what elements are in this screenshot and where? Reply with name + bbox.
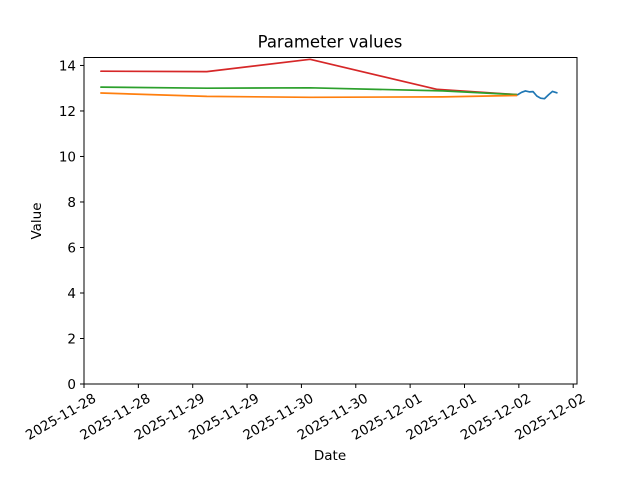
blue-line (516, 90, 558, 100)
x-axis-label: Date (313, 448, 347, 464)
y-tick-label: 8 (67, 195, 76, 211)
y-tick-label: 12 (59, 104, 76, 120)
orange-line (100, 92, 518, 99)
green-line (100, 86, 518, 96)
y-tick-label: 14 (59, 58, 76, 74)
plot-area (83, 57, 578, 385)
y-axis-label: Value (29, 202, 45, 240)
y-tick-label: 4 (67, 286, 76, 302)
y-tick-label: 2 (67, 331, 76, 347)
y-tick-label: 10 (59, 149, 76, 165)
y-tick-label: 0 (67, 377, 76, 393)
chart-title: Parameter values (257, 32, 403, 52)
y-tick-label: 6 (67, 240, 76, 256)
